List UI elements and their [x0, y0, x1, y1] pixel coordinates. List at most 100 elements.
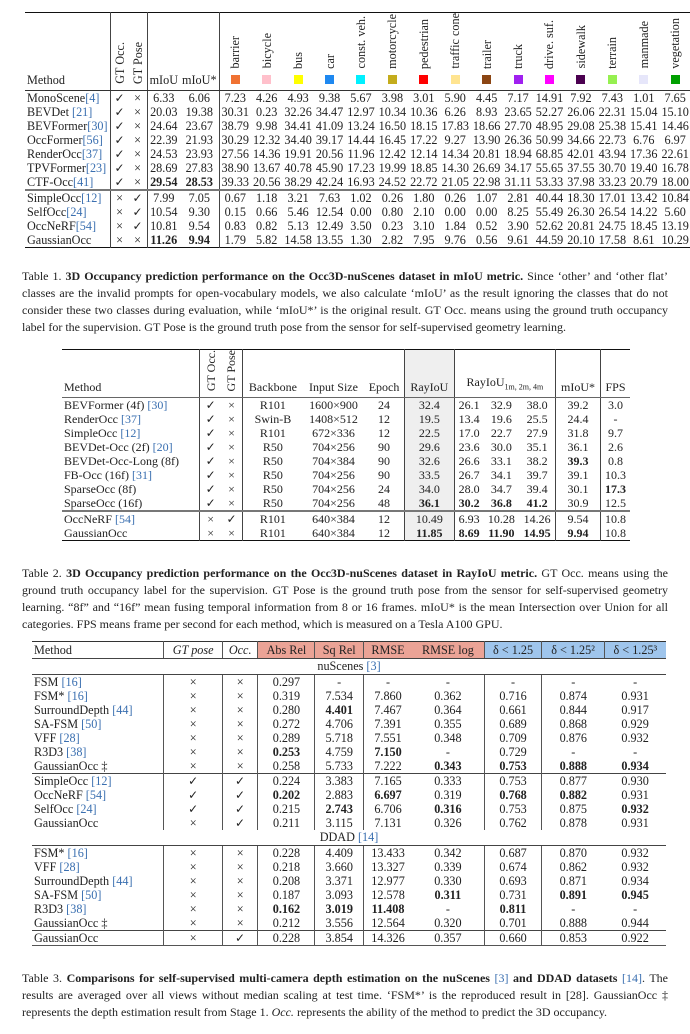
col-class: manmade [628, 12, 660, 91]
table-row: BEVDet [21] ✓ × 20.03 19.38 30.31 0.23 32.26 34.… [25, 104, 690, 119]
value-cell: 3.115 [314, 816, 364, 830]
value-cell: × [163, 860, 223, 874]
value-cell: 0.253 [257, 745, 316, 759]
value-cell: ✓ [199, 412, 222, 427]
citation-link[interactable]: [24] [76, 802, 97, 816]
value-cell: 7.43 [601, 90, 623, 105]
citation-link[interactable]: [44] [112, 874, 133, 888]
table-row: BEVDet-Occ-Long (8f) ✓ × R50 704×384 90 32.6 26… [62, 454, 630, 469]
caption-label: Table 1. [22, 269, 66, 283]
citation-link[interactable]: [50] [81, 717, 102, 731]
citation-link[interactable]: [28] [59, 731, 80, 745]
citation-link[interactable]: [38] [66, 902, 87, 916]
method-name: SelfOcc [27, 204, 67, 219]
value-cell: 1600×900 [309, 398, 358, 413]
caption-ref[interactable]: [14] [622, 971, 643, 985]
citation-link[interactable]: [56] [82, 132, 103, 147]
value-cell: 1408×512 [309, 412, 358, 427]
value-cell: 30.9 [555, 496, 601, 512]
value-cell: 0.877 [541, 773, 605, 788]
citation-link[interactable]: [50] [81, 888, 102, 902]
value-cell: 0.922 [604, 930, 666, 946]
citation-link[interactable]: [12] [120, 426, 141, 441]
citation-link[interactable]: [28] [59, 860, 80, 874]
value-cell: 14.44 [347, 132, 375, 147]
citation-link[interactable]: [24] [66, 204, 87, 219]
table-row: R3D3 [38] × × 0.253 4.759 7.150-0.729- - [32, 745, 666, 759]
value-cell: 3.383 [314, 773, 364, 788]
value-cell: 2.81 [502, 188, 534, 205]
table-row: SelfOcc [24] ✓ ✓ 0.215 2.743 6.706 0.316 0.753 0… [32, 802, 666, 816]
value-cell: 0.187 [257, 888, 316, 902]
value-cell: 7.165 [363, 773, 413, 788]
value-cell: 0.661 [484, 703, 543, 717]
citation-link[interactable]: [30] [87, 118, 108, 133]
value-cell: 8.61 [633, 232, 655, 247]
value-cell: 3.01 [413, 90, 435, 105]
value-cell: 10.84 [659, 188, 690, 205]
table-3-caption: Table 3. Comparisons for self-supervised… [22, 970, 668, 1021]
citation-link[interactable]: [12] [91, 774, 112, 788]
value-cell: 8.93 [475, 104, 498, 119]
value-cell: ✓ [199, 482, 222, 497]
value-cell: 7.23 [218, 90, 251, 105]
method-name: VFF [34, 860, 60, 874]
value-cell: 22.39 [146, 132, 181, 147]
citation-link[interactable]: [41] [73, 174, 94, 189]
value-cell: 18.94 [504, 146, 532, 161]
citation-link[interactable]: [38] [66, 745, 87, 759]
value-cell: 0.689 [484, 717, 543, 731]
citation-link[interactable]: [20] [152, 440, 173, 455]
citation-link[interactable]: [54] [85, 788, 107, 802]
value-cell: 19.38 [185, 104, 213, 119]
method-name: GaussianOcc ‡ [34, 759, 108, 773]
citation-link[interactable]: [12] [81, 190, 102, 205]
value-cell: - [412, 674, 485, 689]
method-cell: SimpleOcc[12] [25, 188, 111, 205]
citation-link[interactable]: [16] [67, 689, 88, 703]
value-cell: 13.42 [628, 188, 660, 205]
value-cell: × [222, 874, 259, 888]
value-cell: 10.49 [404, 510, 455, 527]
value-cell: 12 [378, 426, 391, 441]
citation-link[interactable]: [14] [357, 830, 379, 844]
value-cell: 15.10 [661, 104, 689, 119]
value-cell: 20.79 [630, 174, 658, 189]
method-cell: GaussianOcc [25, 233, 110, 248]
citation-link[interactable]: [16] [67, 846, 88, 860]
method-name: BEVFormer [27, 118, 88, 133]
citation-link[interactable]: [44] [112, 703, 133, 717]
value-cell: 13.67 [252, 160, 281, 175]
value-cell: 7.551 [374, 731, 402, 745]
method-name: SimpleOcc [64, 426, 121, 441]
citation-link[interactable]: [30] [147, 398, 168, 413]
citation-link[interactable]: [4] [85, 90, 100, 105]
citation-link[interactable]: [37] [81, 146, 103, 161]
table-2-caption: Table 2. 3D Occupancy prediction perform… [22, 565, 668, 633]
value-cell: 7.534 [314, 689, 364, 703]
value-cell: 1.80 [408, 188, 440, 205]
caption-ref[interactable]: [3] [494, 971, 509, 985]
table-row: RenderOcc[37] ✓ × 24.53 23.93 27.56 14.36 19.91… [25, 146, 690, 161]
citation-link[interactable]: [54] [75, 218, 97, 233]
value-cell: 12 [378, 526, 391, 541]
citation-link[interactable]: [54] [115, 512, 135, 527]
value-cell: R101 [241, 426, 303, 441]
value-cell: 0.868 [559, 717, 587, 731]
value-cell: 0.701 [484, 916, 543, 931]
citation-link[interactable]: [21] [72, 104, 93, 119]
value-cell: 22.73 [598, 132, 627, 147]
citation-link[interactable]: [23] [85, 160, 107, 175]
value-cell: 0.289 [257, 731, 316, 745]
citation-link[interactable]: [31] [131, 468, 152, 483]
value-cell: × [199, 526, 222, 541]
value-cell: 30.70 [598, 160, 627, 175]
citation-link[interactable]: [16] [61, 675, 82, 689]
value-cell: ✓ [199, 468, 222, 483]
method-name: GaussianOcc [34, 931, 99, 945]
value-cell: 33.5 [404, 468, 455, 483]
value-cell: 34.66 [567, 132, 595, 147]
citation-link[interactable]: [3] [366, 659, 381, 673]
citation-link[interactable]: [37] [120, 412, 141, 427]
method-name: SimpleOcc [27, 190, 82, 205]
